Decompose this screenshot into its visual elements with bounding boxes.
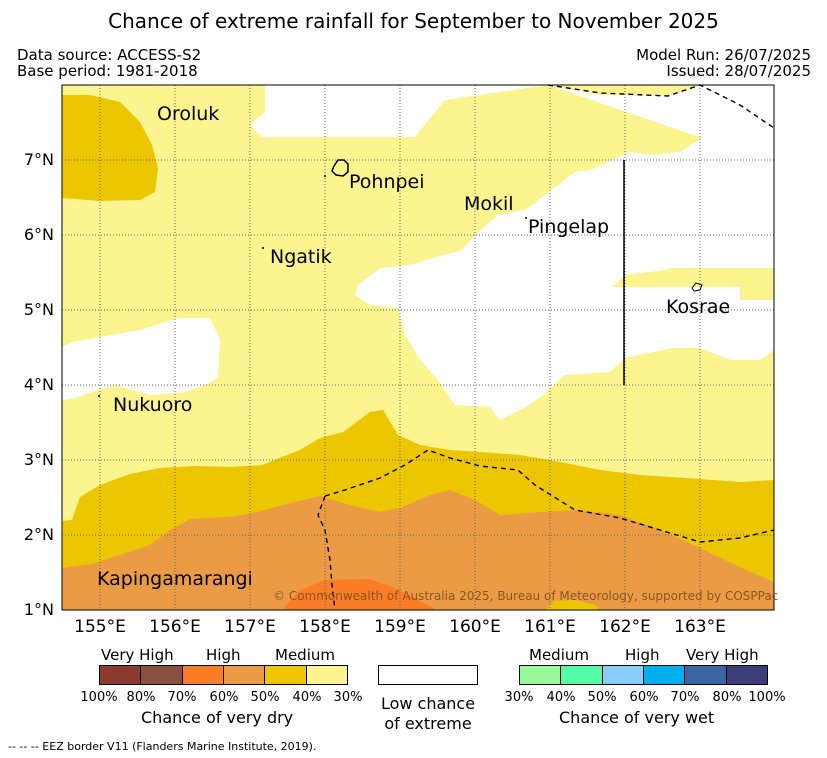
eez-footnote: -- -- -- EEZ border V11 (Flanders Marine… bbox=[8, 740, 317, 753]
model-run: Model Run: 26/07/2025 bbox=[636, 46, 811, 64]
dry-40-50-spot bbox=[545, 600, 600, 610]
wet-pct: 80% bbox=[712, 690, 742, 705]
wet-swatch bbox=[726, 666, 767, 684]
dry-pct: 100% bbox=[80, 690, 118, 705]
pingelap-dot bbox=[525, 217, 527, 219]
wet-pct: 100% bbox=[748, 690, 786, 705]
lat-label: 3°N bbox=[23, 450, 54, 469]
eez-borders bbox=[317, 84, 775, 611]
lon-label: 157°E bbox=[224, 617, 276, 637]
dry-category-medium: Medium bbox=[275, 646, 335, 664]
kosrae-island bbox=[691, 282, 703, 292]
lon-label: 163°E bbox=[674, 617, 726, 637]
label-pingelap: Pingelap bbox=[528, 216, 610, 238]
label-kosrae: Kosrae bbox=[666, 296, 731, 318]
nukuoro-dot bbox=[98, 395, 100, 397]
low-chance-swatch bbox=[378, 665, 478, 685]
dry-30-40-patch bbox=[612, 275, 652, 287]
gridlines bbox=[62, 85, 774, 610]
wet-pct: 60% bbox=[629, 690, 659, 705]
wet-pct: 30% bbox=[504, 690, 534, 705]
dry-pct: 70% bbox=[167, 690, 197, 705]
lon-label: 162°E bbox=[599, 617, 651, 637]
wet-swatch bbox=[685, 666, 727, 684]
dry-category-high: High bbox=[206, 646, 241, 664]
wet-legend-title: Chance of very wet bbox=[559, 708, 715, 727]
wet-category-medium: Medium bbox=[529, 646, 589, 664]
dry-30-40-patch-east bbox=[740, 287, 774, 300]
wet-pct: 50% bbox=[587, 690, 617, 705]
map-frame bbox=[61, 84, 775, 611]
dry-60-70-zone bbox=[282, 579, 436, 610]
dry-swatch bbox=[141, 666, 183, 684]
dry-swatch bbox=[182, 666, 224, 684]
data-source: Data source: ACCESS-S2 bbox=[17, 46, 202, 64]
lon-label: 161°E bbox=[524, 617, 576, 637]
ngatik-dot bbox=[262, 247, 264, 249]
wet-swatch bbox=[602, 666, 644, 684]
low-chance-label-1: Low chance bbox=[380, 694, 476, 713]
wet-colorbar bbox=[519, 665, 768, 685]
low-chance-label-2: of extreme bbox=[384, 714, 472, 733]
lat-label: 5°N bbox=[23, 300, 54, 319]
dry-pct: 50% bbox=[250, 690, 280, 705]
lon-label: 156°E bbox=[149, 617, 201, 637]
label-oroluk: Oroluk bbox=[157, 103, 220, 125]
wet-swatch bbox=[561, 666, 603, 684]
lat-label: 4°N bbox=[23, 375, 54, 394]
lon-label: 159°E bbox=[374, 617, 426, 637]
wet-pct: 70% bbox=[670, 690, 700, 705]
dry-category-very-high: Very High bbox=[101, 646, 174, 664]
wet-category-high: High bbox=[625, 646, 660, 664]
dry-legend-title: Chance of very dry bbox=[141, 708, 294, 727]
wet-pct: 40% bbox=[546, 690, 576, 705]
dry-swatch bbox=[100, 666, 142, 684]
lon-label: 155°E bbox=[74, 617, 126, 637]
issued-date: Issued: 28/07/2025 bbox=[666, 62, 811, 80]
dry-swatch bbox=[265, 666, 307, 684]
dry-pct: 80% bbox=[126, 690, 156, 705]
lat-label: 6°N bbox=[23, 225, 54, 244]
map-title: Chance of extreme rainfall for September… bbox=[108, 9, 719, 33]
wet-swatch bbox=[643, 666, 686, 684]
base-period: Base period: 1981-2018 bbox=[17, 62, 198, 80]
dry-pct: 60% bbox=[209, 690, 239, 705]
wet-category-very-high: Very High bbox=[686, 646, 759, 664]
copyright-notice: © Commonwealth of Australia 2025, Bureau… bbox=[273, 589, 779, 603]
label-mokil: Mokil bbox=[464, 193, 514, 215]
label-kapingamarangi: Kapingamarangi bbox=[97, 568, 253, 590]
dry-colorbar bbox=[99, 665, 348, 685]
pohnpei-island bbox=[331, 159, 349, 177]
lon-label: 160°E bbox=[449, 617, 501, 637]
lat-label: 1°N bbox=[23, 600, 54, 619]
dry-swatch bbox=[223, 666, 266, 684]
wet-swatch bbox=[520, 666, 562, 684]
dry-50-60-zone bbox=[62, 490, 774, 610]
lat-label: 7°N bbox=[23, 150, 54, 169]
dry-pct: 30% bbox=[333, 690, 363, 705]
label-nukuoro: Nukuoro bbox=[113, 394, 193, 416]
label-ngatik: Ngatik bbox=[270, 246, 332, 268]
lon-label: 158°E bbox=[299, 617, 351, 637]
dry-pct: 40% bbox=[292, 690, 322, 705]
label-pohnpei: Pohnpei bbox=[349, 171, 425, 193]
dry-swatch bbox=[306, 666, 347, 684]
lat-label: 2°N bbox=[23, 525, 54, 544]
island-dot bbox=[324, 175, 326, 177]
